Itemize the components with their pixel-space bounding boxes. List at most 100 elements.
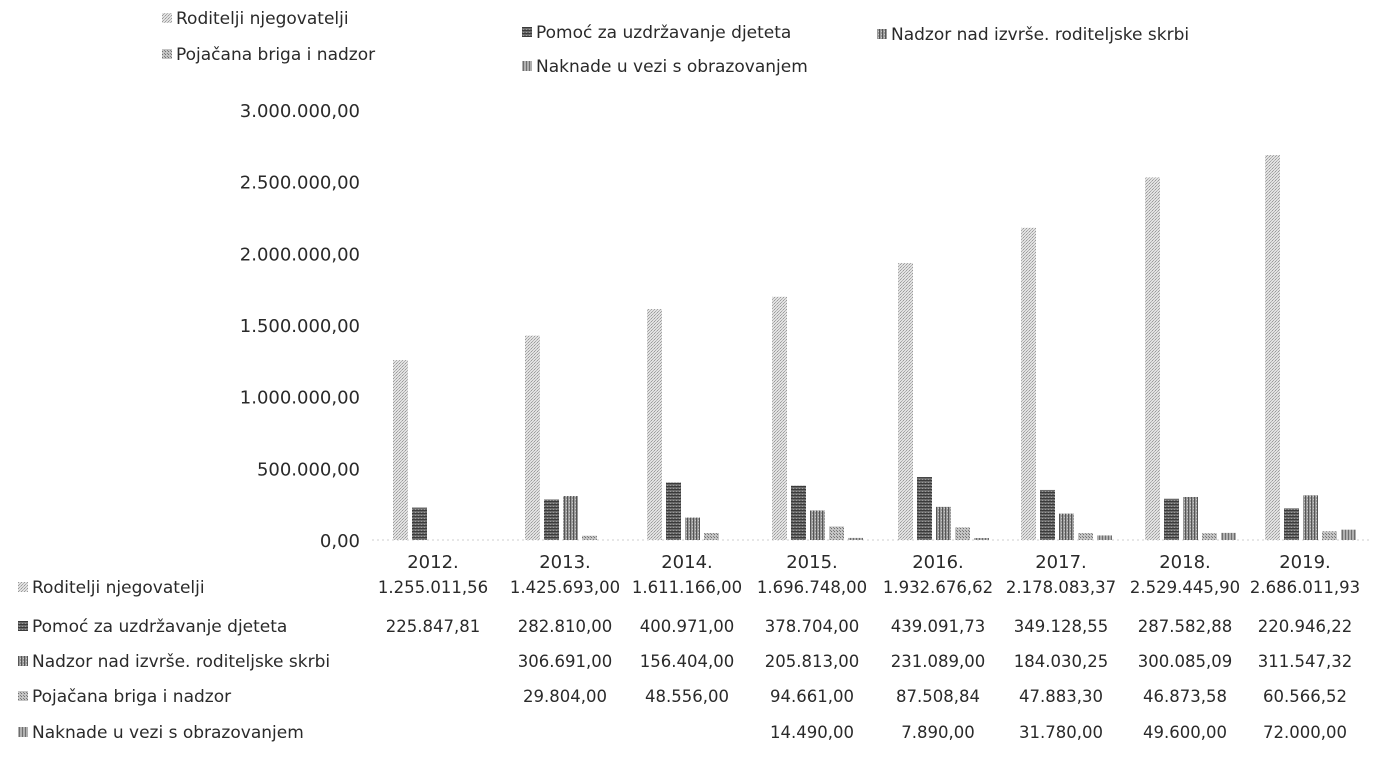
bar	[1040, 489, 1055, 540]
data-table: Roditelji njegovatelji 1.255.011,56 1.425.…	[18, 578, 1360, 743]
bar	[544, 499, 559, 540]
table-row-swatch	[18, 621, 28, 631]
x-tick-label: 2017.	[1035, 552, 1087, 573]
bar	[582, 535, 597, 540]
bar	[848, 537, 863, 540]
bar	[1145, 177, 1160, 540]
bar	[685, 517, 700, 540]
bar	[1265, 155, 1280, 541]
bar	[829, 526, 844, 540]
legend-swatch	[522, 27, 532, 37]
table-cell: 156.404,00	[640, 652, 734, 671]
bar	[810, 510, 825, 540]
bar	[563, 496, 578, 540]
table-cell: 31.780,00	[1019, 723, 1103, 742]
table-cell: 306.691,00	[518, 652, 612, 671]
bar	[704, 533, 719, 540]
table-cell: 300.085,09	[1138, 652, 1232, 671]
y-tick-label: 1.000.000,00	[240, 388, 360, 409]
table-row-label: Nadzor nad izvrše. roditeljske skrbi	[32, 652, 330, 672]
legend-item: Nadzor nad izvrše. roditeljske skrbi	[877, 25, 1189, 45]
legend: Roditelji njegovatelji Pomoć za uzdržavan…	[162, 9, 1189, 77]
table-row-swatch	[18, 727, 28, 737]
bar	[955, 527, 970, 540]
bar	[974, 538, 989, 540]
bar	[917, 477, 932, 540]
table-row-swatch	[18, 656, 28, 666]
table-row-label: Roditelji njegovatelji	[32, 578, 205, 598]
table-cell: 349.128,55	[1014, 617, 1108, 636]
y-tick-label: 2.500.000,00	[240, 173, 360, 194]
legend-label: Roditelji njegovatelji	[176, 9, 349, 29]
plot-area	[393, 155, 1356, 541]
table-cell: 94.661,00	[770, 687, 854, 706]
y-tick-label: 3.000.000,00	[240, 101, 360, 122]
legend-item: Naknade u vezi s obrazovanjem	[522, 57, 808, 77]
legend-swatch	[162, 49, 172, 59]
bar	[1221, 532, 1236, 540]
table-cell: 46.873,58	[1143, 687, 1227, 706]
bar	[1341, 529, 1356, 540]
bar	[666, 482, 681, 540]
table-cell: 1.696.748,00	[757, 578, 867, 597]
legend-swatch	[522, 61, 532, 71]
legend-label: Pomoć za uzdržavanje djeteta	[536, 23, 791, 43]
table-cell: 311.547,32	[1258, 652, 1352, 671]
bar	[1202, 533, 1217, 540]
bar	[393, 360, 408, 540]
table-row-label: Naknade u vezi s obrazovanjem	[32, 723, 304, 743]
y-tick-label: 0,00	[320, 531, 360, 552]
table-row-label: Pojačana briga i nadzor	[32, 687, 231, 707]
table-cell: 400.971,00	[640, 617, 734, 636]
table-cell: 1.611.166,00	[632, 578, 742, 597]
table-cell: 2.529.445,90	[1130, 578, 1240, 597]
bar	[1164, 498, 1179, 540]
x-tick-label: 2018.	[1159, 552, 1211, 573]
bar	[1284, 508, 1299, 540]
table-cell: 220.946,22	[1258, 617, 1352, 636]
table-cell: 29.804,00	[523, 687, 607, 706]
x-tick-label: 2016.	[912, 552, 964, 573]
bar	[936, 506, 951, 540]
table-cell: 7.890,00	[901, 723, 974, 742]
table-cell: 287.582,88	[1138, 617, 1232, 636]
table-cell: 47.883,30	[1019, 687, 1103, 706]
bar	[772, 296, 787, 540]
table-cell: 1.932.676,62	[883, 578, 993, 597]
table-cell: 378.704,00	[765, 617, 859, 636]
table-cell: 60.566,52	[1263, 687, 1347, 706]
x-tick-label: 2013.	[539, 552, 591, 573]
legend-item: Pojačana briga i nadzor	[162, 45, 375, 65]
table-cell: 72.000,00	[1263, 723, 1347, 742]
y-tick-label: 1.500.000,00	[240, 316, 360, 337]
legend-swatch	[877, 29, 887, 39]
table-row-swatch	[18, 582, 28, 592]
legend-item: Pomoć za uzdržavanje djeteta	[522, 23, 791, 43]
bar	[1322, 531, 1337, 540]
bar	[647, 309, 662, 540]
table-cell: 184.030,25	[1014, 652, 1108, 671]
table-cell: 1.425.693,00	[510, 578, 620, 597]
bar	[1097, 535, 1112, 540]
table-cell: 2.178.083,37	[1006, 578, 1116, 597]
legend-label: Nadzor nad izvrše. roditeljske skrbi	[891, 25, 1189, 45]
y-axis: 0,00 500.000,00 1.000.000,00 1.500.000,00 2.…	[240, 101, 360, 552]
y-tick-label: 500.000,00	[257, 459, 360, 480]
table-cell: 225.847,81	[386, 617, 480, 636]
table-cell: 87.508,84	[896, 687, 980, 706]
legend-swatch	[162, 13, 172, 23]
x-tick-label: 2014.	[661, 552, 713, 573]
bar	[1303, 495, 1318, 540]
bar	[1059, 513, 1074, 540]
table-cell: 439.091,73	[891, 617, 985, 636]
x-tick-label: 2019.	[1279, 552, 1331, 573]
bar	[1078, 533, 1093, 540]
table-cell: 49.600,00	[1143, 723, 1227, 742]
x-tick-label: 2012.	[407, 552, 459, 573]
y-tick-label: 2.000.000,00	[240, 244, 360, 265]
bar	[898, 262, 913, 540]
x-tick-label: 2015.	[786, 552, 838, 573]
bar	[1183, 496, 1198, 540]
x-axis: 2012. 2013. 2014. 2015. 2016. 2017. 2018. 2019.	[407, 552, 1331, 573]
